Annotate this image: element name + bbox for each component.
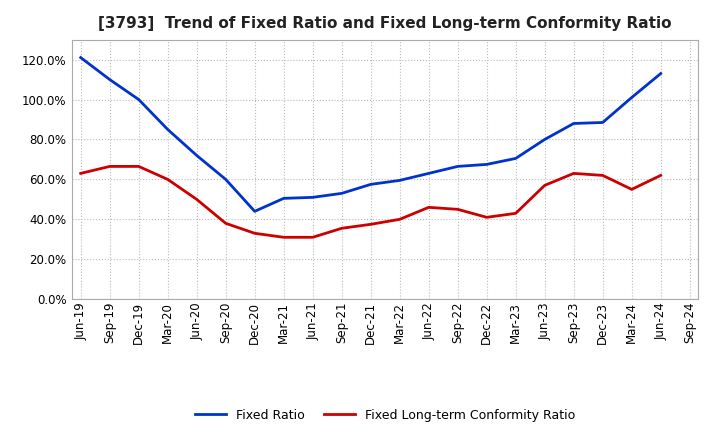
Fixed Long-term Conformity Ratio <box>135 164 143 169</box>
Fixed Long-term Conformity Ratio <box>541 183 549 188</box>
Fixed Ratio <box>395 178 404 183</box>
Fixed Long-term Conformity Ratio <box>338 226 346 231</box>
Fixed Long-term Conformity Ratio <box>627 187 636 192</box>
Fixed Ratio <box>338 191 346 196</box>
Fixed Long-term Conformity Ratio <box>395 216 404 222</box>
Fixed Long-term Conformity Ratio <box>163 177 172 182</box>
Fixed Ratio <box>251 209 259 214</box>
Fixed Ratio <box>76 55 85 60</box>
Fixed Long-term Conformity Ratio <box>454 207 462 212</box>
Fixed Long-term Conformity Ratio <box>308 235 317 240</box>
Fixed Long-term Conformity Ratio <box>657 173 665 178</box>
Fixed Long-term Conformity Ratio <box>424 205 433 210</box>
Fixed Long-term Conformity Ratio <box>192 197 201 202</box>
Fixed Long-term Conformity Ratio <box>511 211 520 216</box>
Fixed Ratio <box>541 137 549 142</box>
Fixed Ratio <box>221 177 230 182</box>
Fixed Long-term Conformity Ratio <box>366 222 375 227</box>
Line: Fixed Ratio: Fixed Ratio <box>81 58 661 211</box>
Fixed Long-term Conformity Ratio <box>482 215 491 220</box>
Fixed Ratio <box>308 195 317 200</box>
Fixed Long-term Conformity Ratio <box>279 235 288 240</box>
Fixed Ratio <box>570 121 578 126</box>
Fixed Long-term Conformity Ratio <box>570 171 578 176</box>
Line: Fixed Long-term Conformity Ratio: Fixed Long-term Conformity Ratio <box>81 166 661 237</box>
Fixed Ratio <box>192 153 201 158</box>
Fixed Ratio <box>598 120 607 125</box>
Fixed Ratio <box>627 95 636 100</box>
Fixed Long-term Conformity Ratio <box>221 221 230 226</box>
Fixed Ratio <box>511 156 520 161</box>
Fixed Long-term Conformity Ratio <box>598 173 607 178</box>
Fixed Ratio <box>482 162 491 167</box>
Fixed Ratio <box>279 196 288 201</box>
Title: [3793]  Trend of Fixed Ratio and Fixed Long-term Conformity Ratio: [3793] Trend of Fixed Ratio and Fixed Lo… <box>99 16 672 32</box>
Fixed Ratio <box>657 71 665 76</box>
Fixed Ratio <box>105 77 114 82</box>
Fixed Long-term Conformity Ratio <box>251 231 259 236</box>
Fixed Ratio <box>163 127 172 132</box>
Fixed Long-term Conformity Ratio <box>105 164 114 169</box>
Fixed Ratio <box>454 164 462 169</box>
Fixed Long-term Conformity Ratio <box>76 171 85 176</box>
Legend: Fixed Ratio, Fixed Long-term Conformity Ratio: Fixed Ratio, Fixed Long-term Conformity … <box>190 404 580 427</box>
Fixed Ratio <box>366 182 375 187</box>
Fixed Ratio <box>135 97 143 102</box>
Fixed Ratio <box>424 171 433 176</box>
